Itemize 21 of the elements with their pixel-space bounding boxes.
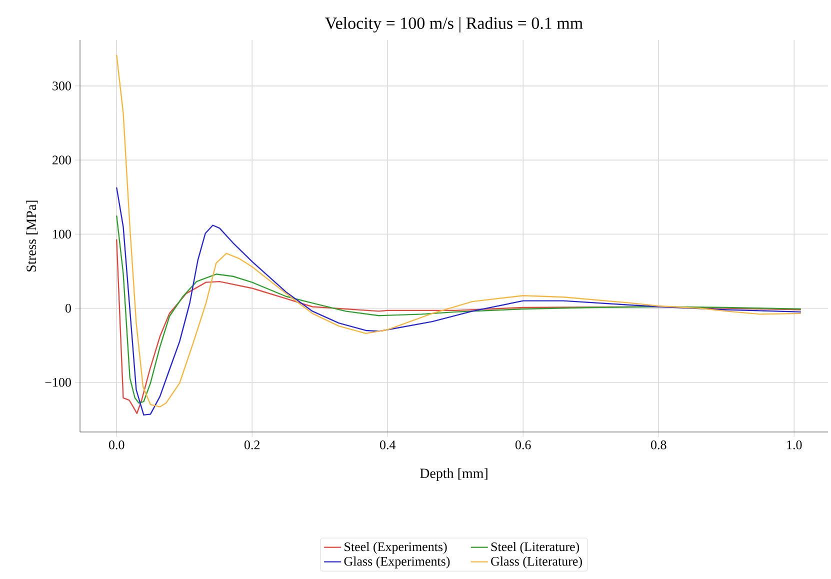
legend-label: Steel (Experiments) [344,542,447,554]
y-tick-label: 100 [53,230,71,239]
x-tick-label: 0.0 [108,440,124,450]
legend-label: Glass (Literature) [491,556,582,568]
legend-label: Steel (Literature) [491,542,580,554]
x-tick-label: 0.2 [244,440,260,450]
legend-label: Glass (Experiments) [344,556,450,568]
y-tick-label: 200 [52,156,71,164]
line-series [116,186,802,416]
x-tick-label: 0.8 [650,440,666,450]
line-series [116,215,802,404]
line-series [116,54,802,408]
y-tick-label: 300 [52,82,71,90]
x-tick-label: 0.6 [515,440,531,450]
y-axis-title: Stress [MPa] [26,200,38,272]
y-tick-label: −100 [45,378,71,387]
y-tick-label: 0 [65,304,71,313]
chart-title: Velocity = 100 m/s | Radius = 0.1 mm [325,17,583,32]
x-tick-label: 0.4 [380,440,396,450]
x-tick-label: 1.0 [787,440,802,450]
x-axis-title: Depth [mm] [420,468,488,481]
